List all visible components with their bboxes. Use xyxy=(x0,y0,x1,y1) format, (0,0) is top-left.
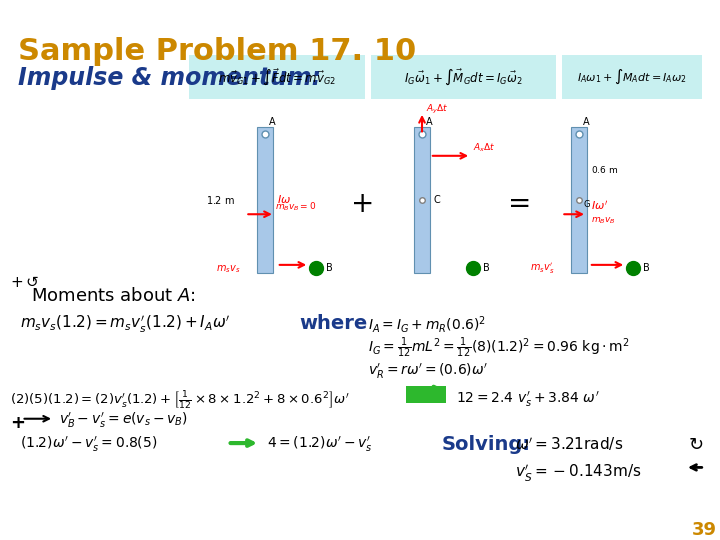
Text: Impulse & momentum:: Impulse & momentum: xyxy=(18,66,321,90)
Text: $I_A\omega_1+\int M_A dt=I_A\omega_2$: $I_A\omega_1+\int M_A dt=I_A\omega_2$ xyxy=(577,68,687,86)
Text: C: C xyxy=(433,194,441,205)
Text: $I_G = \frac{1}{12}mL^2 = \frac{1}{12}(8)(1.2)^2 = 0.96 \ \mathrm{kg \cdot m^2}$: $I_G = \frac{1}{12}mL^2 = \frac{1}{12}(8… xyxy=(368,336,629,360)
Text: A: A xyxy=(426,117,433,126)
Text: Moments about $A$:: Moments about $A$: xyxy=(32,287,196,305)
Text: $A_y\Delta t$: $A_y\Delta t$ xyxy=(426,103,449,117)
FancyBboxPatch shape xyxy=(371,55,557,99)
Text: $\circlearrowright$: $\circlearrowright$ xyxy=(685,435,703,453)
Text: $v_B^{\prime} - v_s^{\prime} = e\left(v_s - v_B\right)$: $v_B^{\prime} - v_s^{\prime} = e\left(v_… xyxy=(59,411,188,430)
Text: =: = xyxy=(508,191,532,219)
Text: 39: 39 xyxy=(692,521,717,539)
Text: $m\vec{v}_{G1}+\int\vec{F}dt=m\vec{v}_{G2}$: $m\vec{v}_{G1}+\int\vec{F}dt=m\vec{v}_{G… xyxy=(218,68,336,86)
Text: $I_A = I_G + m_R\left(0.6\right)^2$: $I_A = I_G + m_R\left(0.6\right)^2$ xyxy=(368,314,486,335)
Text: A: A xyxy=(269,117,276,126)
Text: where: where xyxy=(300,314,368,333)
Text: $4 = (1.2)\omega^{\prime} - v_s^{\prime}$: $4 = (1.2)\omega^{\prime} - v_s^{\prime}… xyxy=(267,435,372,455)
Text: G: G xyxy=(584,200,590,209)
FancyBboxPatch shape xyxy=(406,386,446,403)
Text: +: + xyxy=(351,191,375,219)
Text: B: B xyxy=(326,263,333,273)
Text: A: A xyxy=(583,117,590,126)
Text: $1.2\ \mathrm{m}$: $1.2\ \mathrm{m}$ xyxy=(206,194,235,206)
Text: $m_s v_s$: $m_s v_s$ xyxy=(216,263,240,274)
Text: $(2)(5)(1.2) = (2)v_s^{\prime}(1.2) + \left[\frac{1}{12}\times 8 \times 1.2^2 + : $(2)(5)(1.2) = (2)v_s^{\prime}(1.2) + \l… xyxy=(10,389,349,411)
Text: $(1.2)\omega^{\prime} - v_s^{\prime} = 0.8(5)$: $(1.2)\omega^{\prime} - v_s^{\prime} = 0… xyxy=(19,435,157,455)
Text: $I_G\vec{\omega}_1+\int\vec{M}_G dt=I_G\vec{\omega}_2$: $I_G\vec{\omega}_1+\int\vec{M}_G dt=I_G\… xyxy=(405,68,523,86)
Text: B: B xyxy=(483,263,490,273)
Text: $v_S^{\prime} = -0.143 \mathrm{m/s}$: $v_S^{\prime} = -0.143 \mathrm{m/s}$ xyxy=(516,463,642,484)
Text: Sample Problem 17. 10: Sample Problem 17. 10 xyxy=(18,37,416,66)
Text: $12 = 2.4 \ v_s^{\prime} + 3.84 \ \omega^{\prime}$: $12 = 2.4 \ v_s^{\prime} + 3.84 \ \omega… xyxy=(456,389,600,409)
FancyBboxPatch shape xyxy=(562,55,702,99)
Text: $\omega^{\prime} = 3.21 \mathrm{rad/s}$: $\omega^{\prime} = 3.21 \mathrm{rad/s}$ xyxy=(516,435,624,453)
Text: Solving:: Solving: xyxy=(441,435,531,454)
Text: $m_B v_B$: $m_B v_B$ xyxy=(591,215,616,226)
Text: $v_R^{\prime} = r\omega^{\prime} = \left(0.6\right)\omega^{\prime}$: $v_R^{\prime} = r\omega^{\prime} = \left… xyxy=(368,362,488,381)
Text: $0.6\ \mathrm{m}$: $0.6\ \mathrm{m}$ xyxy=(591,164,618,176)
Text: $I\omega$: $I\omega$ xyxy=(276,193,291,205)
Text: $I\omega^{\prime}$: $I\omega^{\prime}$ xyxy=(591,199,608,212)
Text: $A_x\Delta t$: $A_x\Delta t$ xyxy=(473,142,495,154)
Bar xyxy=(257,126,273,273)
Text: $+\circlearrowleft$: $+\circlearrowleft$ xyxy=(10,275,39,291)
Text: $\mathbf{+}$: $\mathbf{+}$ xyxy=(10,414,25,432)
FancyBboxPatch shape xyxy=(189,55,365,99)
Text: B: B xyxy=(643,263,649,273)
Text: $m_s v_s \left(1.2\right) = m_s v_s^{\prime}\left(1.2\right) + I_A\omega^{\prime: $m_s v_s \left(1.2\right) = m_s v_s^{\pr… xyxy=(19,314,230,335)
Text: $m_B v_B=0$: $m_B v_B=0$ xyxy=(275,200,316,213)
Bar xyxy=(571,126,587,273)
Bar xyxy=(414,126,430,273)
Text: $m_s v_s'$: $m_s v_s'$ xyxy=(530,261,554,276)
